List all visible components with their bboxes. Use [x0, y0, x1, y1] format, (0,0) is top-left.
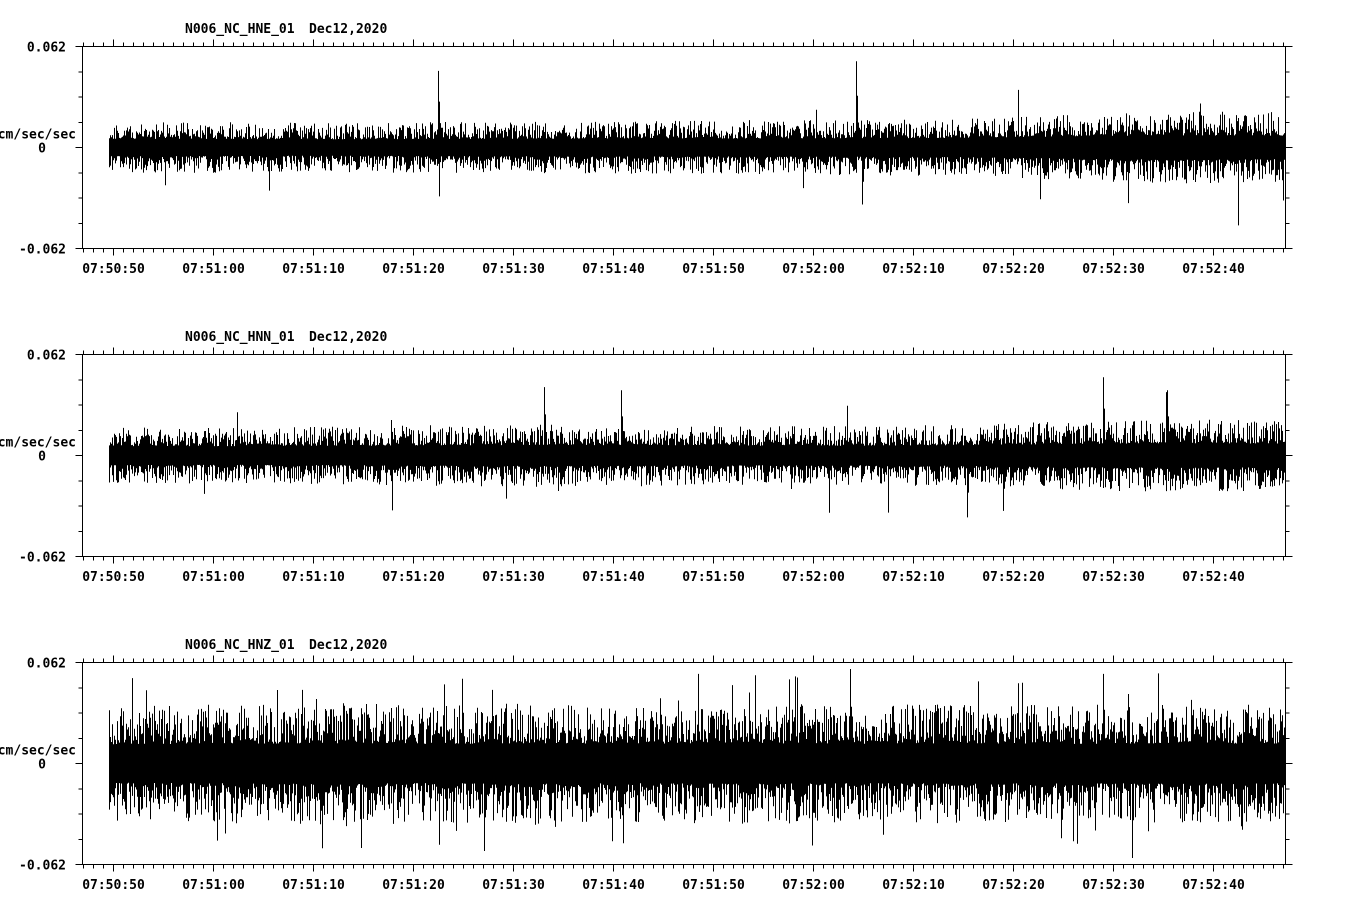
trace-title: N006_NC_HNE_01	[185, 22, 295, 37]
seismogram-panel-hne: N006_NC_HNE_01 Dec12,2020 0.062 -0.062 cm/se…	[0, 0, 1358, 308]
x-tick-label: 07:51:10	[282, 878, 345, 893]
x-tick-label: 07:52:10	[882, 878, 945, 893]
y-zero-label: 0	[38, 758, 46, 773]
y-zero-label: 0	[38, 450, 46, 465]
axis-ticks	[75, 347, 1293, 564]
x-tick-label: 07:52:20	[982, 878, 1045, 893]
x-tick-label: 07:50:50	[82, 878, 145, 893]
x-tick-label: 07:51:00	[182, 262, 245, 277]
x-tick-label: 07:52:10	[882, 570, 945, 585]
x-tick-label: 07:51:50	[682, 570, 745, 585]
x-tick-label: 07:51:10	[282, 570, 345, 585]
trace-date-label: Dec12,2020	[309, 330, 387, 345]
x-tick-label: 07:51:20	[382, 262, 445, 277]
x-tick-label: 07:51:50	[682, 878, 745, 893]
x-tick-label: 07:52:00	[782, 878, 845, 893]
y-min-label: -0.062	[19, 859, 66, 874]
seismogram-plot: N006_NC_HNZ_01 Dec12,2020 0.062 -0.062 cm/se…	[0, 638, 1293, 893]
waveform-trace	[109, 377, 1286, 518]
x-tick-label: 07:50:50	[82, 570, 145, 585]
x-tick-label: 07:52:40	[1182, 570, 1245, 585]
x-tick-label: 07:51:40	[582, 570, 645, 585]
x-tick-label: 07:50:50	[82, 262, 145, 277]
x-tick-label: 07:52:30	[1082, 262, 1145, 277]
x-tick-label: 07:51:30	[482, 878, 545, 893]
x-tick-label: 07:52:00	[782, 570, 845, 585]
x-tick-label: 07:51:20	[382, 878, 445, 893]
trace-date-label: Dec12,2020	[309, 638, 387, 653]
y-zero-label: 0	[38, 142, 46, 157]
axis-ticks	[75, 39, 1293, 256]
x-tick-label: 07:51:40	[582, 878, 645, 893]
x-tick-label: 07:51:10	[282, 262, 345, 277]
waveform-trace	[109, 669, 1286, 858]
y-axis-units-label: cm/sec/sec	[0, 128, 76, 143]
x-tick-label: 07:52:20	[982, 262, 1045, 277]
x-tick-label: 07:52:40	[1182, 878, 1245, 893]
y-max-label: 0.062	[27, 657, 66, 672]
seismogram-plot: N006_NC_HNN_01 Dec12,2020 0.062 -0.062 cm/se…	[0, 330, 1293, 585]
seismogram-plot: N006_NC_HNE_01 Dec12,2020 0.062 -0.062 cm/se…	[0, 22, 1293, 277]
x-tick-label: 07:52:10	[882, 262, 945, 277]
y-min-label: -0.062	[19, 243, 66, 258]
waveform-trace	[109, 61, 1286, 226]
axis-ticks	[75, 655, 1293, 872]
x-tick-label: 07:51:30	[482, 262, 545, 277]
trace-title: N006_NC_HNN_01	[185, 330, 295, 345]
x-tick-label: 07:52:30	[1082, 570, 1145, 585]
x-tick-label: 07:52:30	[1082, 878, 1145, 893]
x-tick-label: 07:51:50	[682, 262, 745, 277]
x-tick-label: 07:51:30	[482, 570, 545, 585]
x-tick-label: 07:51:20	[382, 570, 445, 585]
x-tick-label: 07:51:00	[182, 570, 245, 585]
x-tick-label: 07:52:40	[1182, 262, 1245, 277]
y-min-label: -0.062	[19, 551, 66, 566]
x-tick-label: 07:51:40	[582, 262, 645, 277]
x-tick-label: 07:52:20	[982, 570, 1045, 585]
x-tick-label: 07:51:00	[182, 878, 245, 893]
trace-title: N006_NC_HNZ_01	[185, 638, 295, 653]
seismogram-panel-hnz: N006_NC_HNZ_01 Dec12,2020 0.062 -0.062 cm/se…	[0, 616, 1358, 924]
y-axis-units-label: cm/sec/sec	[0, 744, 76, 759]
x-tick-label: 07:52:00	[782, 262, 845, 277]
y-max-label: 0.062	[27, 349, 66, 364]
seismogram-panel-hnn: N006_NC_HNN_01 Dec12,2020 0.062 -0.062 cm/se…	[0, 308, 1358, 616]
trace-date-label: Dec12,2020	[309, 22, 387, 37]
y-max-label: 0.062	[27, 41, 66, 56]
y-axis-units-label: cm/sec/sec	[0, 436, 76, 451]
